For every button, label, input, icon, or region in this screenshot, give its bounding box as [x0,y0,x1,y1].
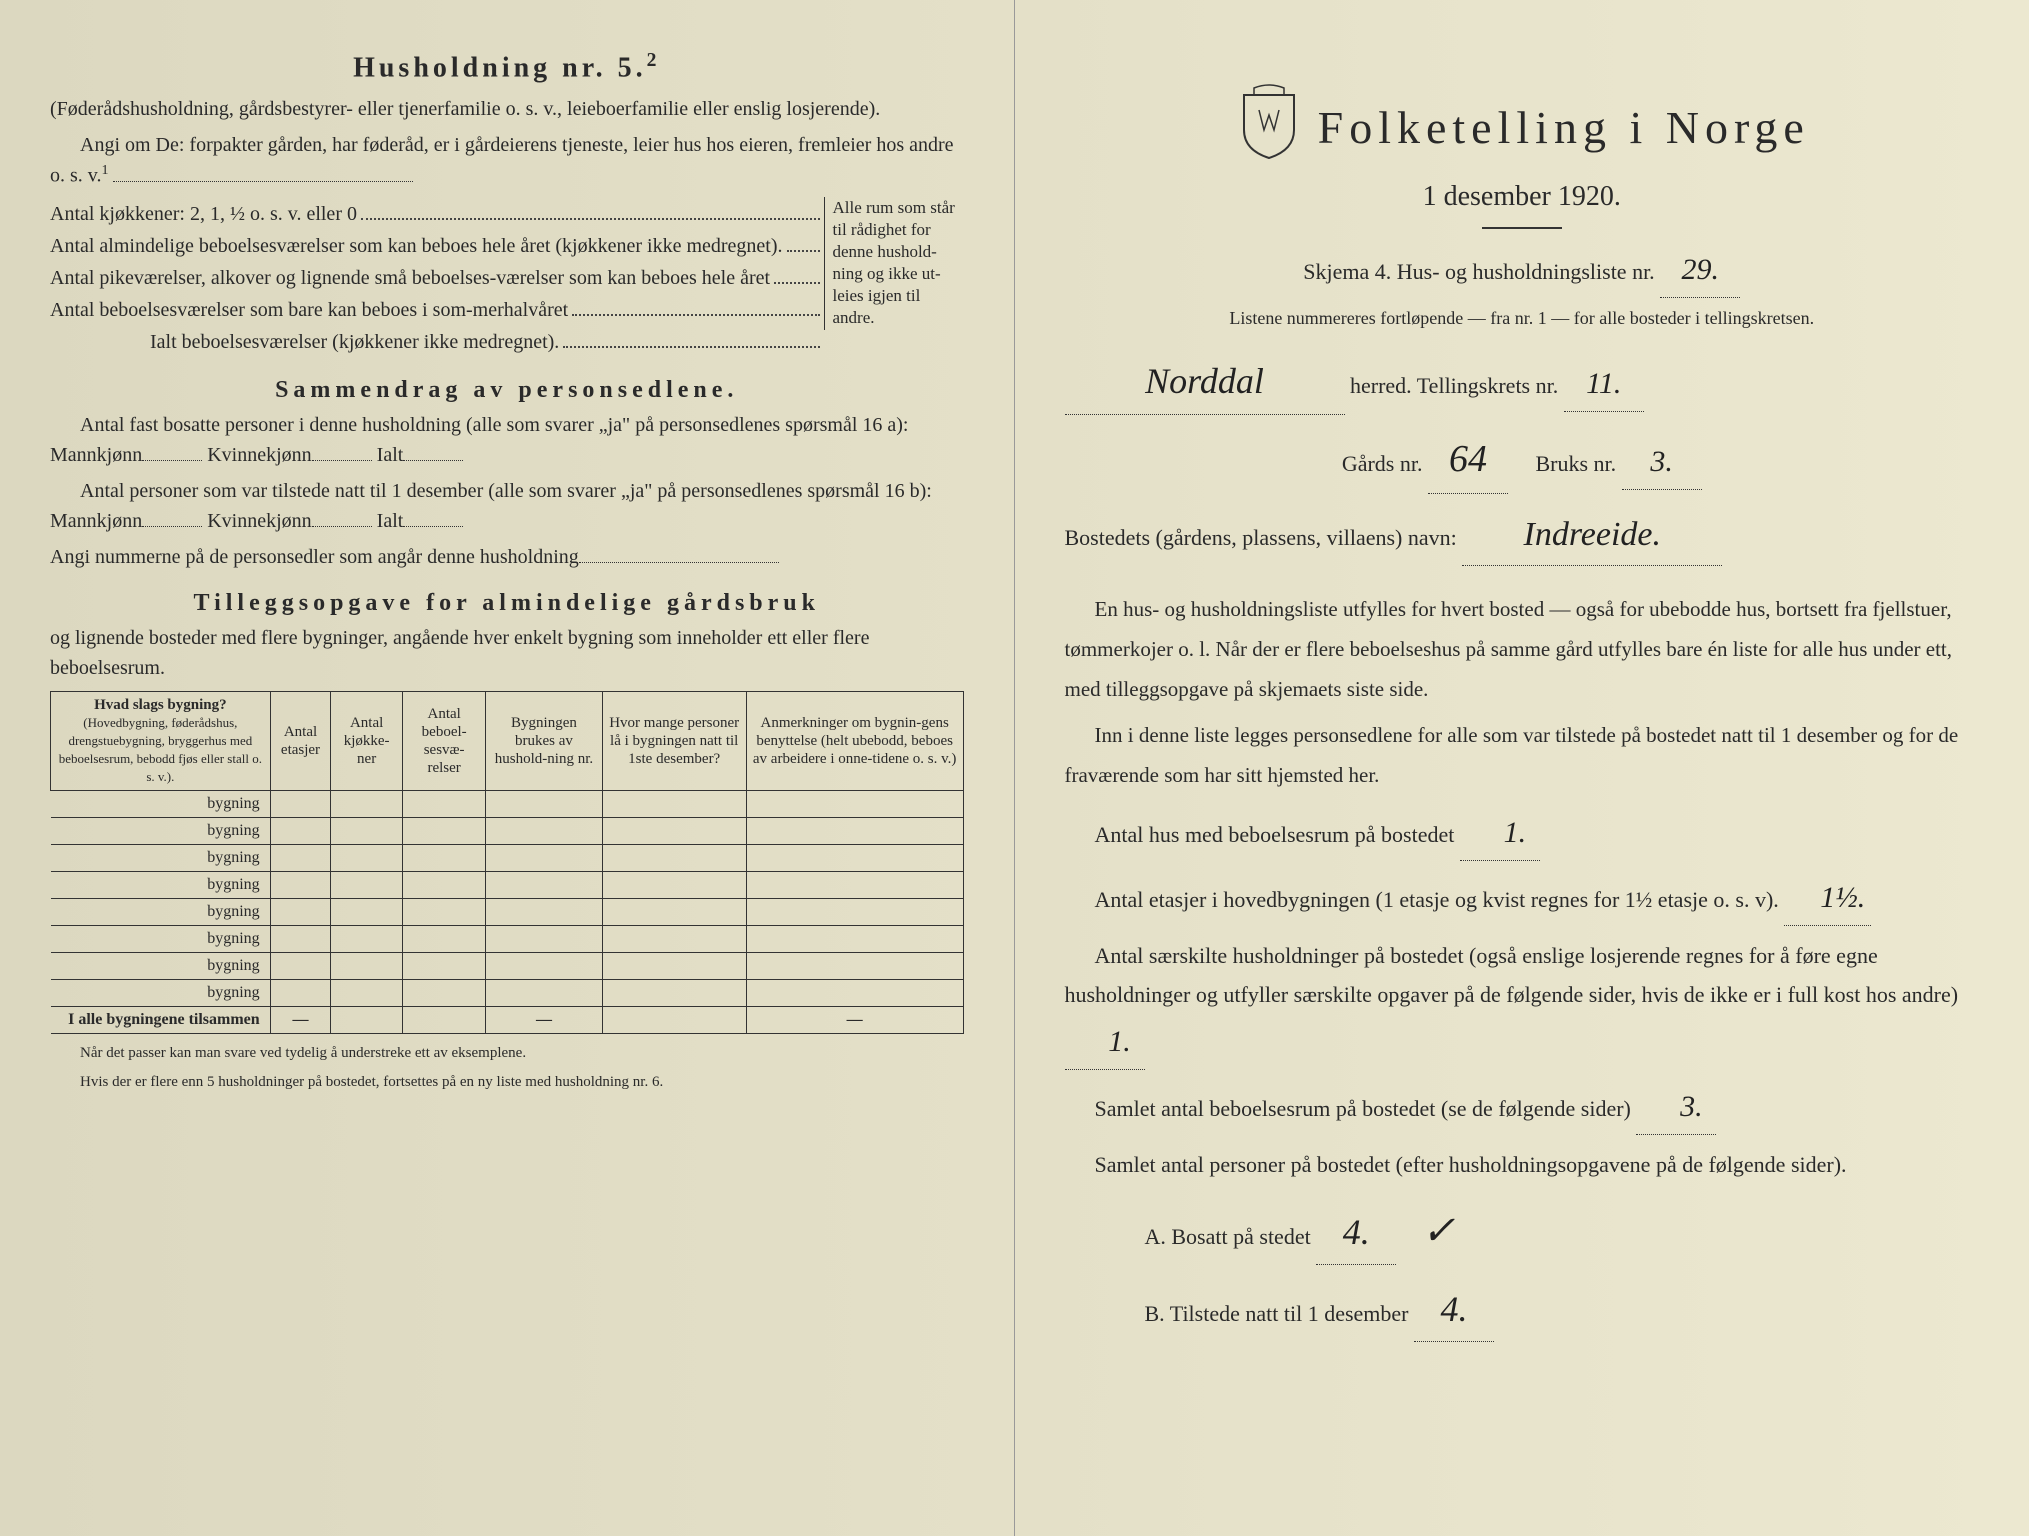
rooms-r3: Antal beboelsesværelser som bare kan beb… [50,295,568,325]
sammendrag-title: Sammendrag av personsedlene. [50,377,964,404]
th-2: Antal etasjer [270,691,331,790]
kitchen-line: Antal kjøkkener: 2, 1, ½ o. s. v. eller … [50,199,357,229]
table-row: bygning [51,898,964,925]
table-row: bygning [51,925,964,952]
skjema-line: Skjema 4. Hus- og husholdningsliste nr. … [1065,243,1980,298]
q3: Antal særskilte husholdninger på bostede… [1065,936,1980,1070]
table-row: bygning [51,952,964,979]
row-label: bygning [51,817,271,844]
q1-value: 1. [1460,806,1540,861]
th-5: Bygningen brukes av hushold-ning nr. [486,691,602,790]
tillegg-sub: og lignende bosteder med flere bygninger… [50,623,964,683]
bruks-nr-value: 3. [1622,435,1702,490]
q5: Samlet antal personer på bostedet (efter… [1065,1145,1980,1185]
row-label: bygning [51,925,271,952]
row-label: bygning [51,898,271,925]
th-4: Antal beboel-sesvæ-relser [402,691,485,790]
para2: Inn i denne liste legges personsedlene f… [1065,716,1980,796]
samm-line2: Antal personer som var tilstede natt til… [50,476,964,536]
bygning-table: Hvad slags bygning?(Hovedbygning, føderå… [50,691,964,1034]
header: Folketelling i Norge 1 desember 1920. [1065,80,1980,229]
husholdning-note: (Føderådshusholdning, gårdsbestyrer- ell… [50,94,964,124]
row-label: bygning [51,844,271,871]
para1: En hus- og husholdningsliste utfylles fo… [1065,590,1980,710]
rooms-block: Antal kjøkkener: 2, 1, ½ o. s. v. eller … [50,197,964,359]
divider [1482,227,1562,229]
qA-value: 4. [1316,1200,1396,1266]
samm-line3: Angi nummerne på de personsedler som ang… [50,542,964,572]
rooms-total: Ialt beboelsesværelser (kjøkkener ikke m… [150,327,559,357]
footnote-1: Når det passer kan man svare ved tydelig… [50,1044,964,1064]
date: 1 desember 1920. [1065,181,1980,213]
husholdning-title: Husholdning nr. 5.2 [50,50,964,84]
table-row: bygning [51,979,964,1006]
herred-line: Norddal herred. Tellingskrets nr. 11. [1065,349,1980,415]
th-3: Antal kjøkke-ner [331,691,403,790]
th-1: Hvad slags bygning?(Hovedbygning, føderå… [51,691,271,790]
footnote-2: Hvis der er flere enn 5 husholdninger på… [50,1073,964,1093]
krets-nr-value: 11. [1564,357,1644,412]
table-row: bygning [51,871,964,898]
th-7: Anmerkninger om bygnin-gens benyttelse (… [746,691,963,790]
liste-nr-value: 29. [1660,243,1740,298]
rooms-r1: Antal almindelige beboelsesværelser som … [50,231,783,261]
q2: Antal etasjer i hovedbygningen (1 etasje… [1065,871,1980,926]
herred-value: Norddal [1065,349,1345,415]
row-label: bygning [51,790,271,817]
th-6: Hvor mange personer lå i bygningen natt … [602,691,746,790]
bosted-value: Indreeide. [1462,504,1722,566]
qB-value: 4. [1414,1277,1494,1343]
q3-value: 1. [1065,1015,1145,1070]
bosted-line: Bostedets (gårdens, plassens, villaens) … [1065,504,1980,566]
q4-value: 3. [1636,1080,1716,1135]
samm-line1: Antal fast bosatte personer i denne hush… [50,410,964,470]
total-label: I alle bygningene tilsammen [51,1006,271,1033]
table-row: bygning [51,844,964,871]
crest-icon [1234,80,1304,175]
angi-om: Angi om De: forpakter gården, har føderå… [50,130,964,191]
tillegg-title: Tilleggsopgave for almindelige gårdsbruk [50,590,964,617]
q4: Samlet antal beboelsesrum på bostedet (s… [1065,1080,1980,1135]
gards-nr-value: 64 [1428,425,1508,494]
table-row: bygning [51,790,964,817]
qA: A. Bosatt på stedet 4. ✓ [1065,1195,1980,1267]
table-row: bygning [51,817,964,844]
bracket-note: Alle rum som står til rådighet for denne… [824,197,964,330]
list-note: Listene nummereres fortløpende — fra nr.… [1065,308,1980,329]
rooms-r2: Antal pikeværelser, alkover og lignende … [50,263,770,293]
row-label: bygning [51,952,271,979]
q1: Antal hus med beboelsesrum på bostedet 1… [1065,806,1980,861]
right-page: Folketelling i Norge 1 desember 1920. Sk… [1015,0,2029,1536]
gards-line: Gårds nr. 64 Bruks nr. 3. [1065,425,1980,494]
main-title: Folketelling i Norge [1318,101,1810,154]
qB: B. Tilstede natt til 1 desember 4. [1065,1277,1980,1343]
row-label: bygning [51,979,271,1006]
left-page: Husholdning nr. 5.2 (Føderådshusholdning… [0,0,1015,1536]
row-label: bygning [51,871,271,898]
q2-value: 1½. [1784,871,1871,926]
